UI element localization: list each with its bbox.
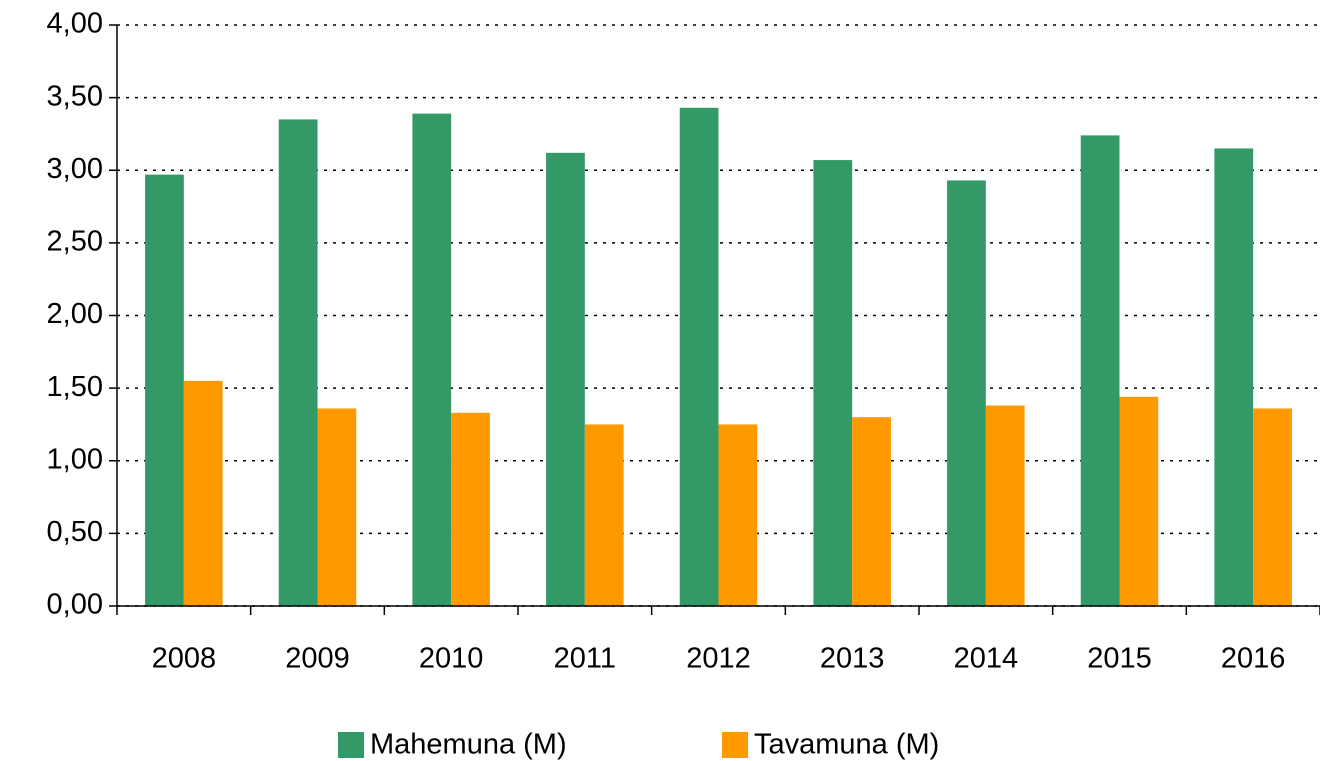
x-tick-label: 2013 (820, 643, 885, 675)
y-tick-label: 4,00 (47, 8, 103, 40)
legend-swatch (722, 732, 748, 758)
y-tick-label: 0,00 (47, 589, 103, 621)
bar (145, 174, 184, 607)
y-tick-label: 3,00 (47, 153, 103, 185)
bar (1253, 408, 1292, 606)
bar (412, 113, 452, 606)
x-tick-label: 2010 (419, 643, 484, 675)
bar (679, 107, 719, 606)
y-tick-label: 2,00 (47, 298, 103, 330)
bar (813, 160, 853, 606)
y-tick-label: 1,00 (47, 443, 103, 475)
x-tick-label: 2008 (152, 643, 217, 675)
legend-swatch (338, 732, 364, 758)
bar (718, 424, 758, 606)
x-tick-label: 2009 (285, 643, 350, 675)
bar (852, 417, 891, 606)
y-tick-label: 3,50 (47, 80, 103, 112)
bar (451, 412, 490, 606)
x-tick-label: 2014 (954, 643, 1019, 675)
x-tick-label: 2012 (686, 643, 751, 675)
x-tick-label: 2016 (1221, 643, 1286, 675)
bar (546, 152, 585, 606)
bar (183, 380, 223, 606)
bar (317, 408, 357, 606)
legend-label: Mahemuna (M) (370, 729, 567, 761)
bar (1214, 148, 1254, 606)
y-tick-label: 0,50 (47, 516, 103, 548)
y-tick-label: 1,50 (47, 371, 103, 403)
x-tick-label: 2011 (554, 643, 616, 675)
bar (584, 424, 624, 606)
bar (1080, 135, 1120, 606)
legend-label: Tavamuna (M) (754, 729, 939, 761)
x-tick-label: 2015 (1087, 643, 1152, 675)
bar (947, 180, 986, 607)
bar (985, 405, 1025, 606)
bar (278, 119, 318, 606)
y-tick-label: 2,50 (47, 226, 103, 258)
bar (1119, 396, 1159, 606)
